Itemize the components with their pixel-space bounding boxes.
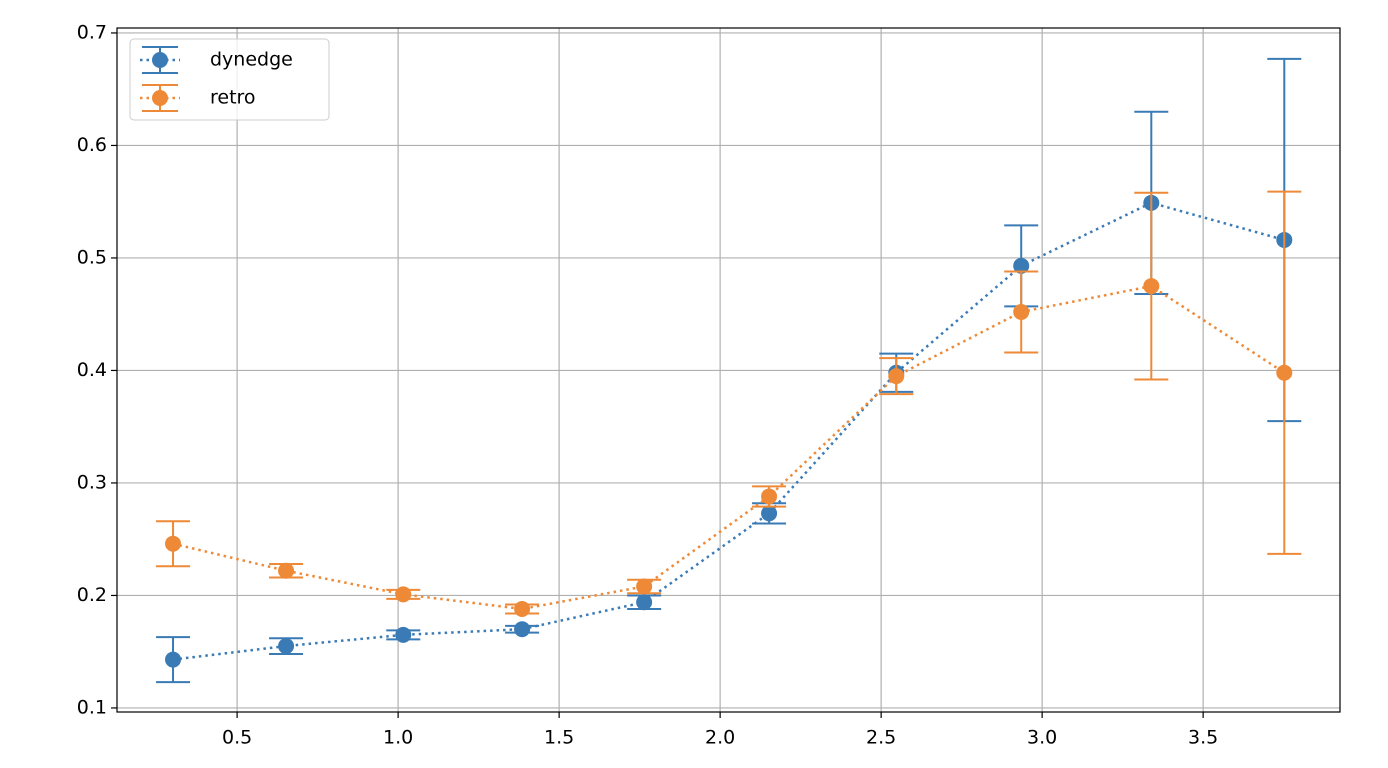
data-point bbox=[278, 562, 295, 579]
data-point bbox=[165, 535, 182, 552]
x-tick-label: 0.5 bbox=[222, 727, 252, 749]
x-tick-label: 2.5 bbox=[866, 727, 896, 749]
legend-label: dynedge bbox=[210, 49, 293, 71]
legend-label: retro bbox=[210, 87, 256, 109]
series-line bbox=[172, 201, 1285, 661]
y-tick-label: 0.5 bbox=[77, 246, 107, 268]
series-line bbox=[172, 284, 1285, 611]
data-point bbox=[395, 626, 412, 643]
y-tick-label: 0.6 bbox=[77, 134, 107, 156]
x-tick-label: 3.5 bbox=[1188, 727, 1218, 749]
x-tick-label: 1.0 bbox=[383, 727, 413, 749]
data-point bbox=[636, 578, 653, 595]
data-point bbox=[165, 651, 182, 668]
data-point bbox=[1013, 303, 1030, 320]
data-point bbox=[278, 638, 295, 655]
data-point bbox=[888, 368, 905, 385]
y-tick-label: 0.7 bbox=[77, 21, 107, 43]
data-point bbox=[395, 586, 412, 603]
y-tick-label: 0.1 bbox=[77, 696, 107, 718]
x-tick-label: 2.0 bbox=[705, 727, 735, 749]
x-tick-label: 3.0 bbox=[1027, 727, 1057, 749]
legend-marker bbox=[152, 90, 168, 106]
y-tick-label: 0.3 bbox=[77, 471, 107, 493]
y-tick-label: 0.4 bbox=[77, 359, 107, 381]
data-point bbox=[514, 621, 531, 638]
data-point bbox=[761, 488, 778, 505]
data-point bbox=[1013, 257, 1030, 274]
plot-frame bbox=[116, 27, 1341, 713]
data-point bbox=[636, 594, 653, 611]
y-tick-label: 0.2 bbox=[77, 584, 107, 606]
data-point bbox=[761, 505, 778, 522]
data-point bbox=[514, 600, 531, 617]
data-point bbox=[1276, 364, 1293, 381]
data-point bbox=[1143, 278, 1160, 295]
legend-marker bbox=[152, 52, 168, 68]
x-tick-label: 1.5 bbox=[544, 727, 574, 749]
